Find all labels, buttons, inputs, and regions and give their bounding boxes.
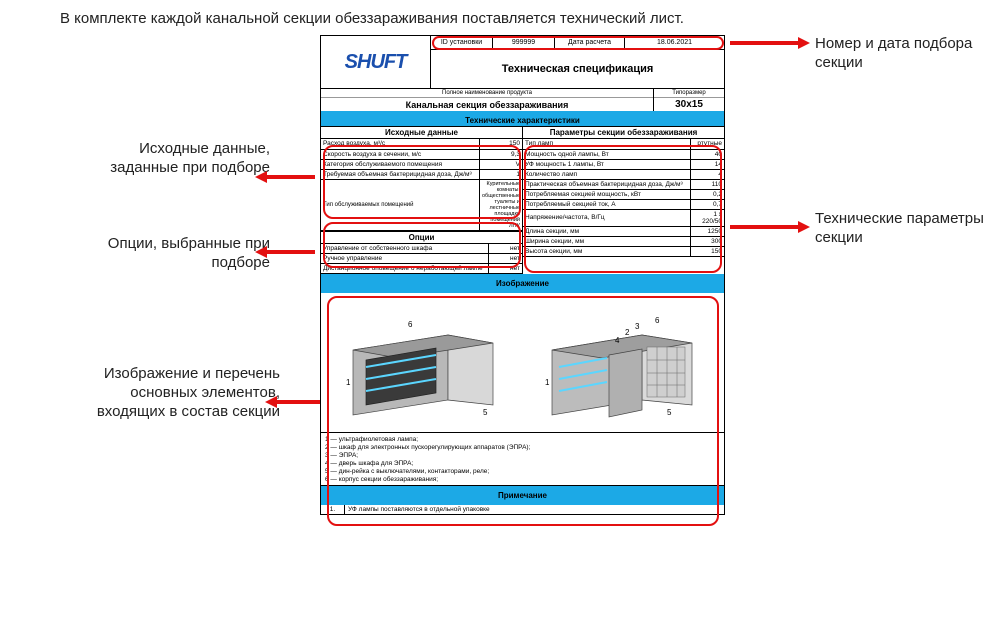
- spec-title: Техническая спецификация: [431, 50, 724, 88]
- input-table: Расход воздуха, м³/с150 Скорость воздуха…: [321, 139, 522, 231]
- svg-text:5: 5: [483, 408, 488, 417]
- id-value: 999999: [493, 36, 555, 49]
- anno-options: Опции, выбранные при подборе: [70, 235, 270, 273]
- sheet-header: SHUFT ID установки 999999 Дата расчета 1…: [321, 36, 724, 89]
- id-label: ID установки: [431, 36, 493, 49]
- duct-drawing-2: 6 3 2 4 1 5: [537, 305, 707, 420]
- svg-text:2: 2: [625, 328, 630, 337]
- svg-text:4: 4: [615, 336, 620, 345]
- header-right: ID установки 999999 Дата расчета 18.06.2…: [431, 36, 724, 88]
- product-row: Полное наименование продукта Канальная с…: [321, 89, 724, 115]
- duct-drawing-1: 6 1 5: [338, 305, 508, 420]
- size-value: 30x15: [654, 98, 724, 111]
- note-text: УФ лампы поставляются в отдельной упаков…: [345, 505, 724, 514]
- arrow-input: [265, 175, 315, 179]
- right-col: Параметры секции обеззараживания Тип лам…: [523, 127, 724, 274]
- logo: SHUFT: [345, 51, 407, 74]
- note-num: 1.: [321, 505, 345, 514]
- image-head: Изображение: [321, 274, 724, 293]
- date-value: 18.06.2021: [625, 36, 724, 49]
- size-label: Типоразмер: [654, 89, 724, 98]
- params-head: Параметры секции обеззараживания: [523, 127, 724, 139]
- arrow-image: [275, 400, 320, 404]
- image-area: 6 1 5: [321, 293, 724, 433]
- options-table: Управление от собственного шкафанет Ручн…: [321, 244, 522, 275]
- notes-head: Примечание: [321, 486, 724, 505]
- note-row: 1. УФ лампы поставляются в отдельной упа…: [321, 505, 724, 514]
- logo-box: SHUFT: [321, 36, 431, 88]
- date-label: Дата расчета: [555, 36, 625, 49]
- product-name-label: Полное наименование продукта: [321, 89, 653, 98]
- page-caption: В комплекте каждой канальной секции обез…: [60, 10, 990, 27]
- params-table: Тип лампртутные Мощность одной лампы, Вт…: [523, 139, 724, 257]
- id-row: ID установки 999999 Дата расчета 18.06.2…: [431, 36, 724, 50]
- svg-text:1: 1: [346, 378, 351, 387]
- left-col: Исходные данные Расход воздуха, м³/с150 …: [321, 127, 523, 274]
- stage: SHUFT ID установки 999999 Дата расчета 1…: [10, 35, 990, 615]
- svg-text:6: 6: [655, 316, 660, 325]
- anno-params: Технические параметры секции: [815, 210, 1000, 248]
- two-col-block: Исходные данные Расход воздуха, м³/с150 …: [321, 127, 724, 274]
- arrow-params: [730, 225, 800, 229]
- anno-input: Исходные данные, заданные при подборе: [70, 140, 270, 178]
- tech-char-head: Технические характеристики: [321, 115, 724, 127]
- svg-text:3: 3: [635, 322, 640, 331]
- svg-text:5: 5: [667, 408, 672, 417]
- input-head: Исходные данные: [321, 127, 522, 139]
- product-name-value: Канальная секция обеззараживания: [321, 98, 653, 111]
- spec-sheet: SHUFT ID установки 999999 Дата расчета 1…: [320, 35, 725, 515]
- arrow-options: [265, 250, 315, 254]
- svg-text:6: 6: [408, 320, 413, 329]
- anno-image: Изображение и перечень основных элементо…: [60, 365, 280, 421]
- anno-id: Номер и дата подбора секции: [815, 35, 1000, 73]
- options-head: Опции: [321, 231, 522, 244]
- elements-list: 1 — ультрафиолетовая лампа; 2 — шкаф для…: [321, 433, 724, 486]
- svg-text:1: 1: [545, 378, 550, 387]
- arrow-id: [730, 41, 800, 45]
